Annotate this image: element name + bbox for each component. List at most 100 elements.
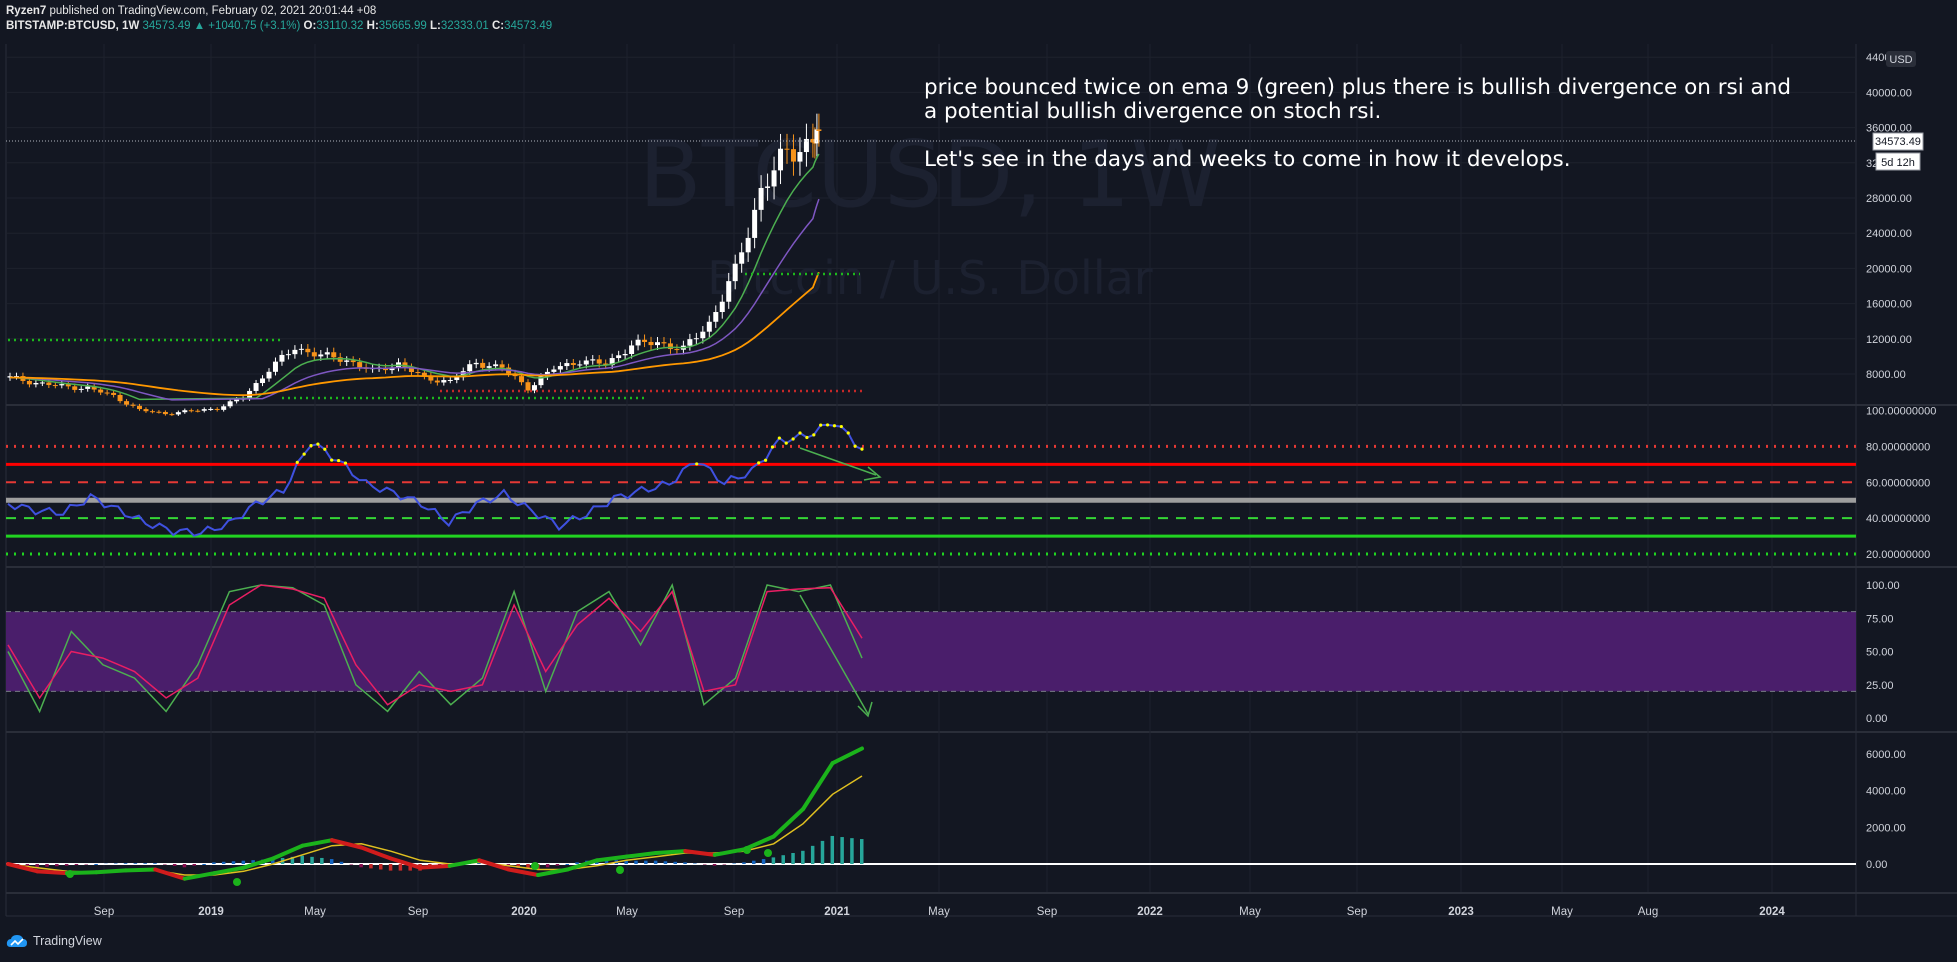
candle-body <box>447 379 453 381</box>
rsi-overbought-point <box>763 458 768 462</box>
macd-line-segment <box>359 845 393 861</box>
rsi-overbought-point <box>770 445 775 449</box>
macd-line-segment <box>536 867 570 877</box>
candle-body <box>790 149 796 162</box>
x-tick-label: Sep <box>724 906 744 918</box>
candle-body <box>415 372 421 374</box>
candle-body <box>117 394 123 402</box>
candle-body <box>111 392 117 395</box>
macd-histogram-bar <box>113 863 118 864</box>
candle-body <box>752 209 758 238</box>
currency-badge <box>1886 51 1916 67</box>
x-tick-label: Sep <box>408 906 428 918</box>
candle-body <box>104 392 110 394</box>
macd-histogram-bar <box>712 864 717 866</box>
candle-body <box>65 384 71 387</box>
candle-body <box>33 382 39 385</box>
rsi-overbought-point <box>812 433 816 437</box>
macd-line-segment <box>182 871 217 881</box>
candle-body <box>778 148 784 171</box>
candle-body <box>648 341 654 346</box>
candle-body <box>124 401 130 405</box>
pane-4-background <box>6 733 1856 892</box>
close-label: C: <box>492 20 505 32</box>
rsi-overbought-point <box>853 444 857 448</box>
macd-histogram-bar <box>182 864 187 868</box>
candle-body <box>706 321 712 332</box>
rsi-overbought-point <box>343 461 348 465</box>
author-name[interactable]: Ryzen7 <box>6 5 47 17</box>
macd-histogram-bar <box>35 864 39 868</box>
x-tick-label: Aug <box>1638 906 1658 918</box>
x-tick-label: May <box>304 906 326 918</box>
candle-body <box>130 404 136 406</box>
candle-body <box>91 386 97 390</box>
candle-body <box>428 375 434 381</box>
x-tick-label: May <box>1239 906 1261 918</box>
macd-histogram-bar <box>212 862 216 864</box>
stoch-band <box>6 611 1856 692</box>
candle-body <box>814 129 820 144</box>
candle-body <box>266 371 272 379</box>
macd-histogram-bar <box>388 864 393 871</box>
macd-tick-label: 0.00 <box>1866 859 1887 871</box>
candle-body <box>609 358 615 366</box>
macd-histogram-bar <box>810 845 815 864</box>
candle-body <box>434 380 440 383</box>
publish-info: Ryzen7 published on TradingView.com, Feb… <box>6 4 552 19</box>
macd-line-segment <box>123 867 158 873</box>
rsi-overbought-point <box>757 461 761 465</box>
candle-body <box>480 362 486 368</box>
candle-body <box>700 331 706 339</box>
macd-histogram-bar <box>349 864 354 865</box>
candle-body <box>169 414 175 416</box>
rsi-tick-label: 80.00000000 <box>1866 441 1930 453</box>
candle-body <box>408 367 414 373</box>
macd-histogram-bar <box>290 856 295 864</box>
macd-histogram-bar <box>516 864 520 868</box>
candle-body <box>149 411 155 413</box>
open-value: 33110.32 <box>316 20 364 32</box>
candle-body <box>467 364 473 372</box>
candle-body <box>622 353 628 356</box>
currency-label: USD <box>1889 54 1912 66</box>
countdown-label-box <box>1875 152 1921 171</box>
candle-body <box>337 357 343 362</box>
annotation-text: price bounced twice on ema 9 (green) plu… <box>924 76 1804 196</box>
annotation-line-2: Let's see in the days and weeks to come … <box>924 147 1571 172</box>
candle-body <box>816 129 822 131</box>
macd-line-segment <box>388 856 423 870</box>
candle-body <box>803 138 809 153</box>
price-tick-label: 20000.00 <box>1866 263 1912 275</box>
footer-brand[interactable]: TradingView <box>33 934 102 948</box>
pane-2-background <box>6 406 1856 566</box>
price-tick-label: 28000.00 <box>1866 193 1912 205</box>
macd-histogram-bar <box>94 864 98 865</box>
high-label: H: <box>366 20 379 32</box>
macd-histogram-bar <box>339 861 344 864</box>
x-tick-label: Sep <box>94 906 114 918</box>
candle-body <box>253 383 259 391</box>
stoch-tick-label: 25.00 <box>1866 680 1894 692</box>
stoch-tick-label: 50.00 <box>1866 647 1894 659</box>
candle-body <box>564 363 570 367</box>
macd-histogram-bar <box>64 864 69 866</box>
macd-histogram-bar <box>722 864 727 865</box>
candle-body <box>421 372 427 376</box>
macd-histogram-bar <box>379 864 383 870</box>
candle-body <box>344 360 350 362</box>
annotation-line-1: price bounced twice on ema 9 (green) plu… <box>924 75 1792 124</box>
macd-histogram-bar <box>398 864 403 871</box>
candle-body <box>46 382 52 386</box>
candle-body <box>227 401 233 407</box>
high-value: 35665.99 <box>378 20 427 32</box>
macd-histogram-bar <box>850 838 854 864</box>
macd-histogram-bar <box>221 861 226 864</box>
symbol-name[interactable]: BITSTAMP:BTCUSD, 1W <box>6 20 140 32</box>
candle-body <box>726 281 732 302</box>
x-tick-label: 2019 <box>198 906 224 918</box>
rsi-line <box>7 423 863 537</box>
candle-body <box>810 138 816 143</box>
candle-body <box>616 355 622 359</box>
